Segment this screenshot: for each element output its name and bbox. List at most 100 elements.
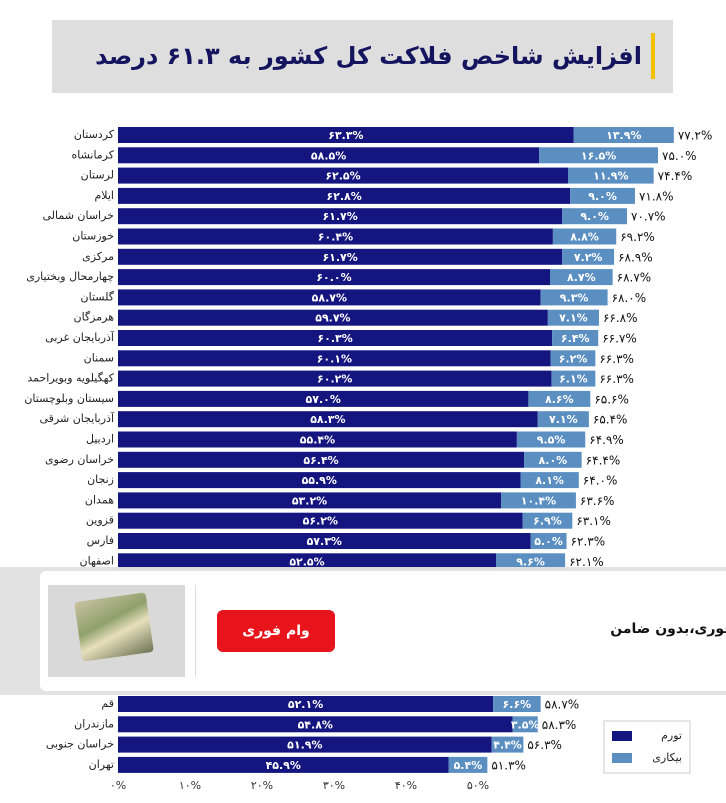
x-tick-label: ۵۰%	[467, 779, 489, 792]
bar-segment	[118, 472, 521, 489]
segment-label: ۵۳.۲%	[292, 494, 327, 507]
segment-label: ۶.۴%	[561, 332, 590, 345]
category-label: سمنان	[84, 351, 114, 364]
bar-segment	[550, 269, 613, 286]
segment-label: ۸.۰%	[539, 454, 568, 467]
segment-label: ۹.۶%	[516, 555, 545, 568]
bar-segment	[118, 696, 494, 712]
category-label: کردستان	[74, 128, 115, 141]
x-tick-label: ۰%	[110, 779, 126, 792]
segment-label: ۸.۸%	[570, 231, 599, 244]
bar-segment	[540, 289, 608, 306]
segment-label: ۵۸.۷%	[312, 291, 347, 304]
segment-label: ۸.۶%	[545, 393, 574, 406]
bar-segment	[568, 167, 654, 184]
bar-segment	[512, 716, 538, 733]
category-label: چهارمحال وبختیاری	[26, 270, 114, 283]
bar-segment	[118, 492, 502, 509]
bar-segment	[528, 390, 591, 407]
total-label: ۶۳.۶%	[580, 494, 615, 508]
category-label: گلستان	[81, 290, 115, 303]
bar-segment	[562, 248, 615, 265]
segment-label: ۶۰.۴%	[318, 231, 353, 244]
category-label: قزوین	[86, 514, 114, 527]
category-label: زنجان	[87, 473, 114, 486]
category-label: خراسان جنوبی	[46, 738, 114, 751]
segment-label: ۵۶.۲%	[303, 515, 338, 528]
segment-label: ۵.۴%	[454, 759, 483, 772]
segment-label: ۸.۷%	[567, 271, 596, 284]
bar-segment	[118, 187, 571, 204]
ad-card[interactable]: وام فوری وام فوری،بدون ضامن	[40, 571, 726, 691]
category-label: خوزستان	[72, 230, 114, 243]
bar-segment	[118, 248, 563, 265]
category-label: ایلام	[95, 189, 115, 202]
category-label: سیستان وبلوچستان	[24, 392, 114, 405]
total-label: ۷۱.۸%	[639, 189, 674, 203]
bar-segment	[118, 370, 552, 387]
segment-label: ۵۸.۳%	[310, 413, 345, 426]
segment-label: ۵۲.۵%	[289, 555, 324, 568]
total-label: ۷۵.۰%	[662, 149, 697, 163]
bar-segment	[118, 411, 538, 428]
bar-segment	[496, 553, 566, 570]
segment-label: ۷.۱%	[559, 312, 588, 325]
total-label: ۷۷.۲%	[678, 129, 713, 143]
ad-overlay: وام فوری وام فوری،بدون ضامن	[0, 567, 726, 695]
bar-segment	[118, 451, 525, 468]
ad-image[interactable]	[48, 585, 185, 677]
ad-text[interactable]: وام فوری،بدون ضامن	[610, 621, 726, 637]
segment-label: ۷.۲%	[574, 251, 603, 264]
bar-segment	[118, 533, 531, 549]
bar-segment	[118, 431, 517, 448]
segment-label: ۶۱.۷%	[322, 251, 357, 264]
x-tick-label: ۴۰%	[395, 779, 417, 792]
bar-segment	[552, 330, 599, 346]
ad-button[interactable]: وام فوری	[217, 610, 335, 652]
legend-swatch	[612, 753, 632, 763]
legend-label: بیکاری	[652, 751, 682, 764]
title-accent	[651, 33, 655, 79]
bar-segment	[501, 492, 576, 509]
segment-label: ۶۰.۳%	[317, 332, 352, 345]
segment-label: ۵۷.۳%	[307, 535, 342, 548]
segment-label: ۷.۱%	[549, 413, 578, 426]
bar-segment	[118, 147, 540, 164]
segment-label: ۶۰.۲%	[317, 373, 352, 386]
total-label: ۶۲.۳%	[571, 535, 606, 549]
segment-label: ۵.۰%	[534, 535, 563, 548]
bar-segment	[570, 187, 635, 204]
bar-segment	[491, 736, 524, 753]
segment-label: ۵۷.۰%	[306, 393, 341, 406]
segment-label: ۶۲.۸%	[326, 190, 361, 203]
bar-segment	[118, 756, 449, 773]
segment-label: ۵۸.۵%	[311, 149, 346, 162]
total-label: ۵۸.۷%	[545, 698, 580, 712]
segment-label: ۵۵.۹%	[302, 474, 337, 487]
segment-label: ۵۵.۴%	[300, 434, 335, 447]
total-label: ۶۸.۹%	[618, 250, 653, 264]
bar-segment	[118, 228, 553, 245]
total-label: ۶۹.۲%	[620, 230, 655, 244]
bar-segment	[118, 553, 496, 570]
category-label: مرکزی	[82, 250, 114, 263]
category-label: همدان	[85, 493, 114, 506]
category-label: قم	[101, 697, 114, 710]
bar-segment	[118, 167, 568, 184]
segment-label: ۱۰.۴%	[521, 494, 556, 507]
legend-swatch	[612, 731, 632, 741]
segment-label: ۶۱.۷%	[322, 210, 357, 223]
category-label: تهران	[89, 758, 114, 771]
segment-label: ۶.۶%	[503, 698, 532, 711]
bar-segment	[118, 350, 551, 367]
total-label: ۶۶.۷%	[602, 332, 637, 346]
segment-label: ۶۰.۰%	[316, 271, 351, 284]
total-label: ۵۶.۳%	[527, 738, 562, 752]
bar-segment	[118, 330, 553, 346]
ad-image-content	[74, 592, 154, 662]
segment-label: ۹.۰%	[588, 190, 617, 203]
total-label: ۶۵.۴%	[593, 413, 628, 427]
legend-label: تورم	[661, 729, 682, 742]
category-label: کهگیلویه وبویراحمد	[27, 372, 114, 385]
